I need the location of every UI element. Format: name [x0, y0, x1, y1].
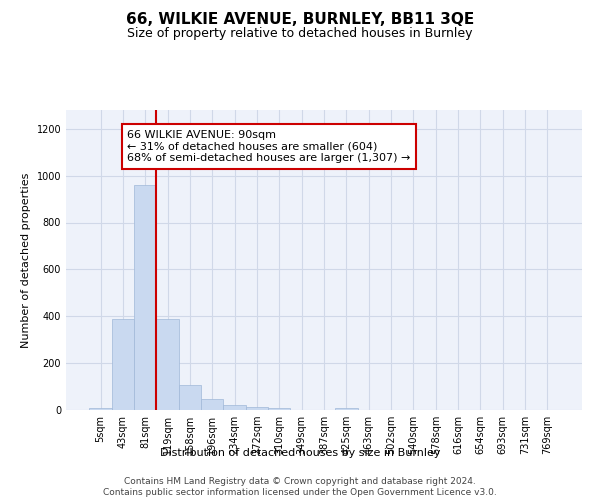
Bar: [112, 318, 134, 410]
Y-axis label: Number of detached properties: Number of detached properties: [21, 172, 31, 348]
Bar: [89, 408, 112, 410]
Text: Contains public sector information licensed under the Open Government Licence v3: Contains public sector information licen…: [103, 488, 497, 497]
Text: Contains HM Land Registry data © Crown copyright and database right 2024.: Contains HM Land Registry data © Crown c…: [124, 476, 476, 486]
Text: 66 WILKIE AVENUE: 90sqm
← 31% of detached houses are smaller (604)
68% of semi-d: 66 WILKIE AVENUE: 90sqm ← 31% of detache…: [127, 130, 411, 163]
Bar: [179, 386, 201, 410]
Text: Size of property relative to detached houses in Burnley: Size of property relative to detached ho…: [127, 28, 473, 40]
Bar: [246, 407, 268, 410]
Bar: [157, 318, 179, 410]
Text: Distribution of detached houses by size in Burnley: Distribution of detached houses by size …: [160, 448, 440, 458]
Bar: [134, 185, 157, 410]
Bar: [268, 408, 290, 410]
Text: 66, WILKIE AVENUE, BURNLEY, BB11 3QE: 66, WILKIE AVENUE, BURNLEY, BB11 3QE: [126, 12, 474, 28]
Bar: [223, 406, 246, 410]
Bar: [335, 408, 358, 410]
Bar: [201, 399, 223, 410]
